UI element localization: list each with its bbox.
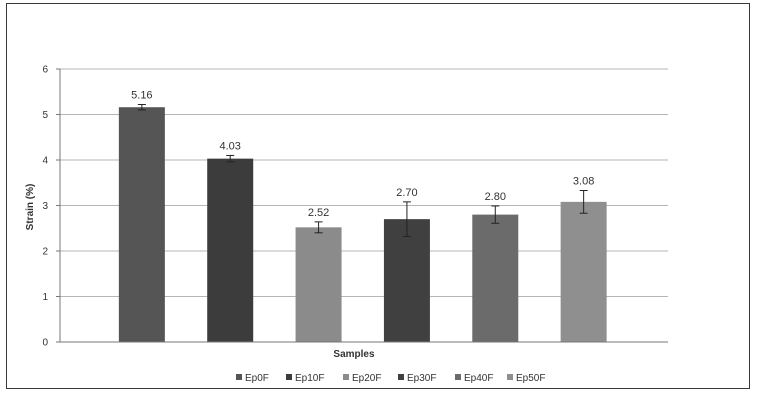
- data-label: 3.08: [573, 175, 594, 187]
- bar-ep30f: [383, 219, 430, 342]
- y-tick-label: 6: [42, 65, 48, 76]
- data-labels: 5.16 4.03 2.52 2.70 2.80 3.08: [131, 89, 594, 218]
- y-axis-title: Strain (%): [25, 184, 36, 231]
- legend-label: Ep10F: [295, 373, 324, 384]
- legend-swatch: [343, 374, 349, 380]
- legend-label: Ep20F: [352, 373, 381, 384]
- y-tick-label: 2: [42, 247, 48, 258]
- bar-ep0f: [118, 107, 165, 342]
- x-axis-title: Samples: [333, 349, 375, 360]
- legend-swatch: [286, 374, 292, 380]
- axes: 0 1 2 3 4 5 6: [42, 65, 668, 349]
- y-tick-label: 5: [42, 110, 48, 121]
- bar-ep10f: [207, 158, 254, 342]
- data-label: 5.16: [131, 89, 152, 101]
- legend: Ep0F Ep10F Ep20F Ep30F Ep40F Ep50F: [236, 373, 545, 384]
- legend-label: Ep40F: [464, 373, 493, 384]
- data-label: 2.52: [308, 207, 329, 219]
- data-label: 2.80: [485, 191, 506, 203]
- bar-ep40f: [472, 214, 519, 342]
- legend-swatch: [398, 374, 404, 380]
- data-label: 2.70: [396, 187, 417, 199]
- legend-swatch: [455, 374, 461, 380]
- legend-label: Ep50F: [516, 373, 545, 384]
- bar-ep50f: [560, 201, 607, 342]
- legend-swatch: [507, 374, 513, 380]
- bars: [118, 103, 607, 342]
- y-tick-label: 0: [42, 338, 48, 349]
- data-label: 4.03: [220, 140, 241, 152]
- legend-swatch: [236, 374, 242, 380]
- y-tick-label: 1: [42, 292, 48, 303]
- legend-label: Ep0F: [245, 373, 269, 384]
- bar-ep20f: [295, 227, 342, 342]
- legend-label: Ep30F: [407, 373, 436, 384]
- y-tick-label: 4: [42, 156, 48, 167]
- y-tick-label: 3: [42, 201, 48, 212]
